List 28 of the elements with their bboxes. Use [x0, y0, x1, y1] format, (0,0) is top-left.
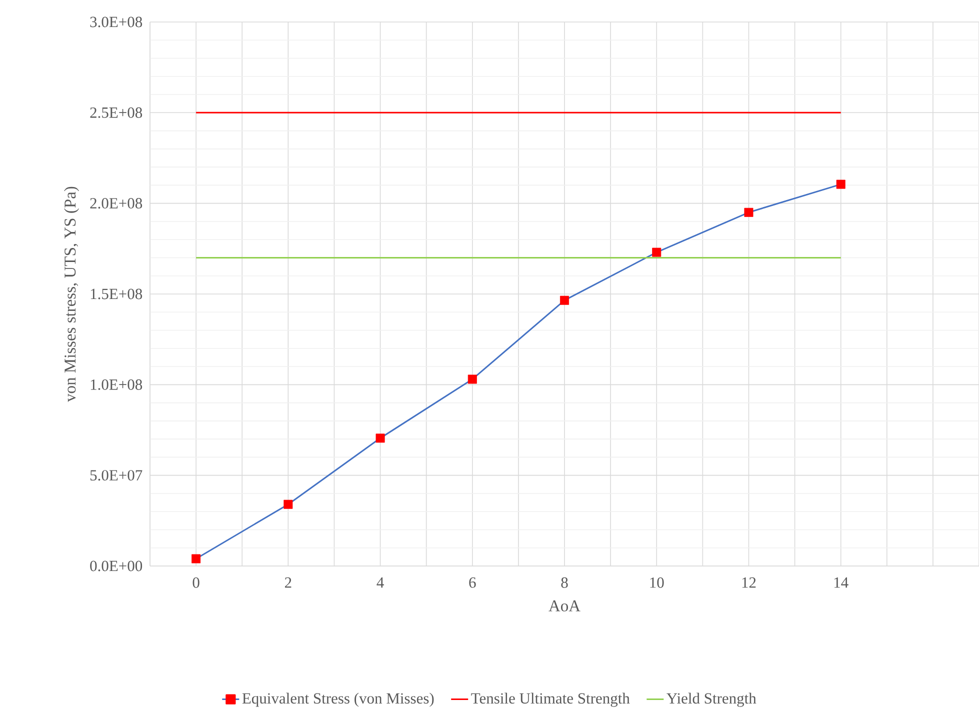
y-tick-label: 0.0E+00: [90, 560, 142, 572]
x-tick-label: 2: [284, 577, 292, 588]
y-tick-label: 3.0E+08: [90, 16, 142, 28]
point: [284, 500, 293, 509]
y-tick-label: 2.0E+08: [90, 198, 142, 209]
x-tick-label: 4: [376, 577, 384, 588]
legend-label: Tensile Ultimate Strength: [471, 692, 630, 707]
point: [652, 248, 662, 257]
point: [560, 296, 570, 305]
point: [192, 554, 201, 564]
y-tick-label: 2.5E+08: [90, 107, 142, 118]
legend-label: Yield Strength: [666, 692, 756, 707]
x-tick-label: 8: [561, 577, 568, 588]
y-tick-label: 1.5E+08: [90, 288, 142, 300]
y-tick-label: 5.0E+07: [90, 470, 142, 481]
y-axis-title: von Misses stress, UTS, YS (Pa): [64, 186, 80, 402]
x-tick-label: 14: [834, 577, 848, 588]
x-tick-label: 6: [469, 577, 476, 588]
x-tick-label: 0: [192, 577, 200, 588]
point: [376, 434, 385, 443]
legend-label: Equivalent Stress (von Misses): [242, 692, 434, 707]
y-tick-label: 1.0E+08: [90, 379, 142, 390]
point: [468, 374, 477, 384]
x-tick-label: 10: [650, 577, 664, 588]
point: [744, 208, 754, 217]
x-tick-label: 12: [742, 577, 756, 588]
point: [836, 180, 846, 189]
x-axis-title: AoA: [548, 600, 580, 612]
